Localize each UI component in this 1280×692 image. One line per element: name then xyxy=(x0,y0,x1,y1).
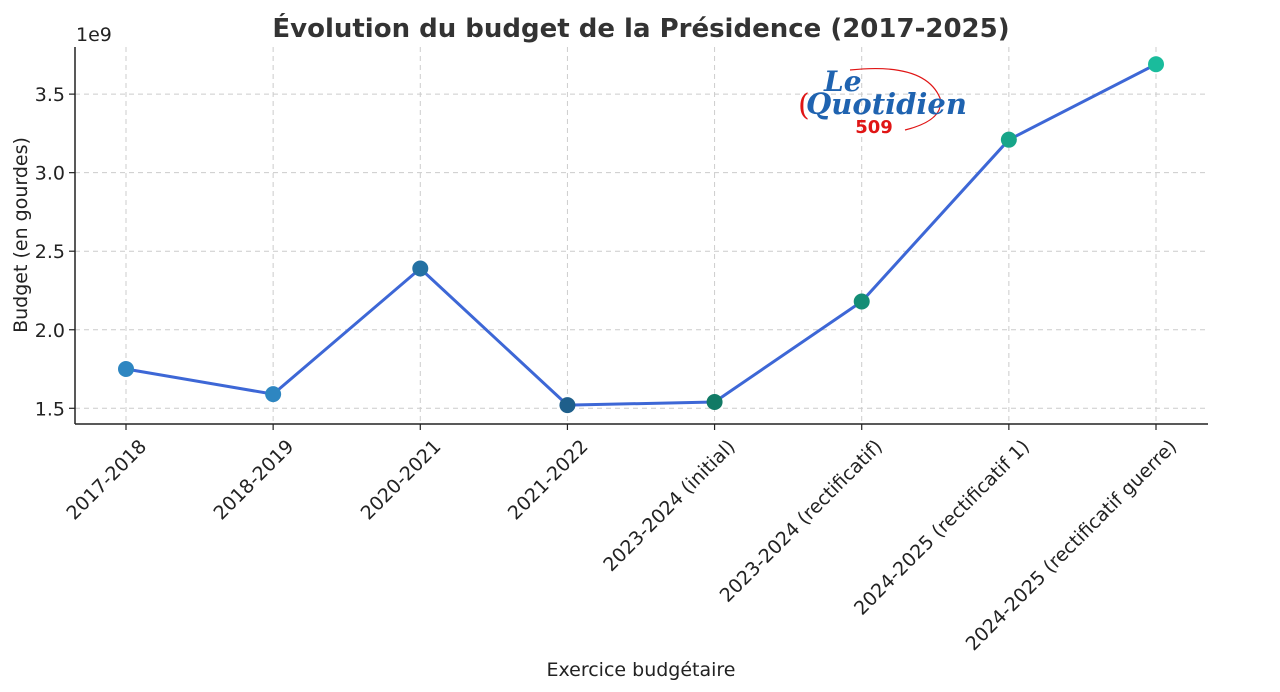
data-point xyxy=(559,397,576,414)
y-tick-label: 2.0 xyxy=(35,320,65,342)
axes-layer: 1.5 2.0 2.5 3.0 3.5 2017-2018 2018-2019 2020-20… xyxy=(35,47,1208,655)
y-tick-label: 1.5 xyxy=(35,398,65,420)
data-point xyxy=(412,260,429,277)
le-quotidien-509-logo: ( Le Quotidien 509 xyxy=(798,65,967,138)
x-tick-label: 2018-2019 xyxy=(209,436,298,525)
x-tick-label: 2017-2018 xyxy=(62,436,151,525)
data-point xyxy=(1148,56,1164,73)
x-axis-label: Exercice budgétaire xyxy=(546,659,735,681)
x-tick-label: 2024-2025 (rectificatif 1) xyxy=(850,436,1034,620)
x-tick-label: 2023-2024 (rectificatif) xyxy=(716,436,887,607)
y-tick-label: 2.5 xyxy=(35,241,65,263)
y-tick-label: 3.0 xyxy=(35,163,65,185)
y-axis-label: Budget (en gourdes) xyxy=(10,137,32,333)
chart-title: Évolution du budget de la Présidence (20… xyxy=(272,12,1009,44)
logo-paren-icon: ( xyxy=(798,88,810,123)
data-point xyxy=(118,361,134,378)
y-axis-offset-label: 1e9 xyxy=(76,24,112,46)
logo-line2: Quotidien xyxy=(806,87,967,121)
grid-layer xyxy=(75,47,1208,424)
logo-line1: Le xyxy=(823,65,862,98)
logo-line3: 509 xyxy=(855,117,893,138)
series-line xyxy=(125,62,1157,407)
logo-swoosh-icon xyxy=(849,67,942,131)
data-point xyxy=(706,394,723,411)
x-tick-label: 2021-2022 xyxy=(504,436,593,525)
x-tick-label: 2023-2024 (initial) xyxy=(599,436,739,576)
data-point xyxy=(853,293,870,310)
data-point xyxy=(1000,131,1017,148)
data-point xyxy=(265,386,282,403)
series-layer xyxy=(118,56,1164,414)
x-tick-label: 2020-2021 xyxy=(357,436,446,525)
y-tick-label: 3.5 xyxy=(35,84,65,106)
